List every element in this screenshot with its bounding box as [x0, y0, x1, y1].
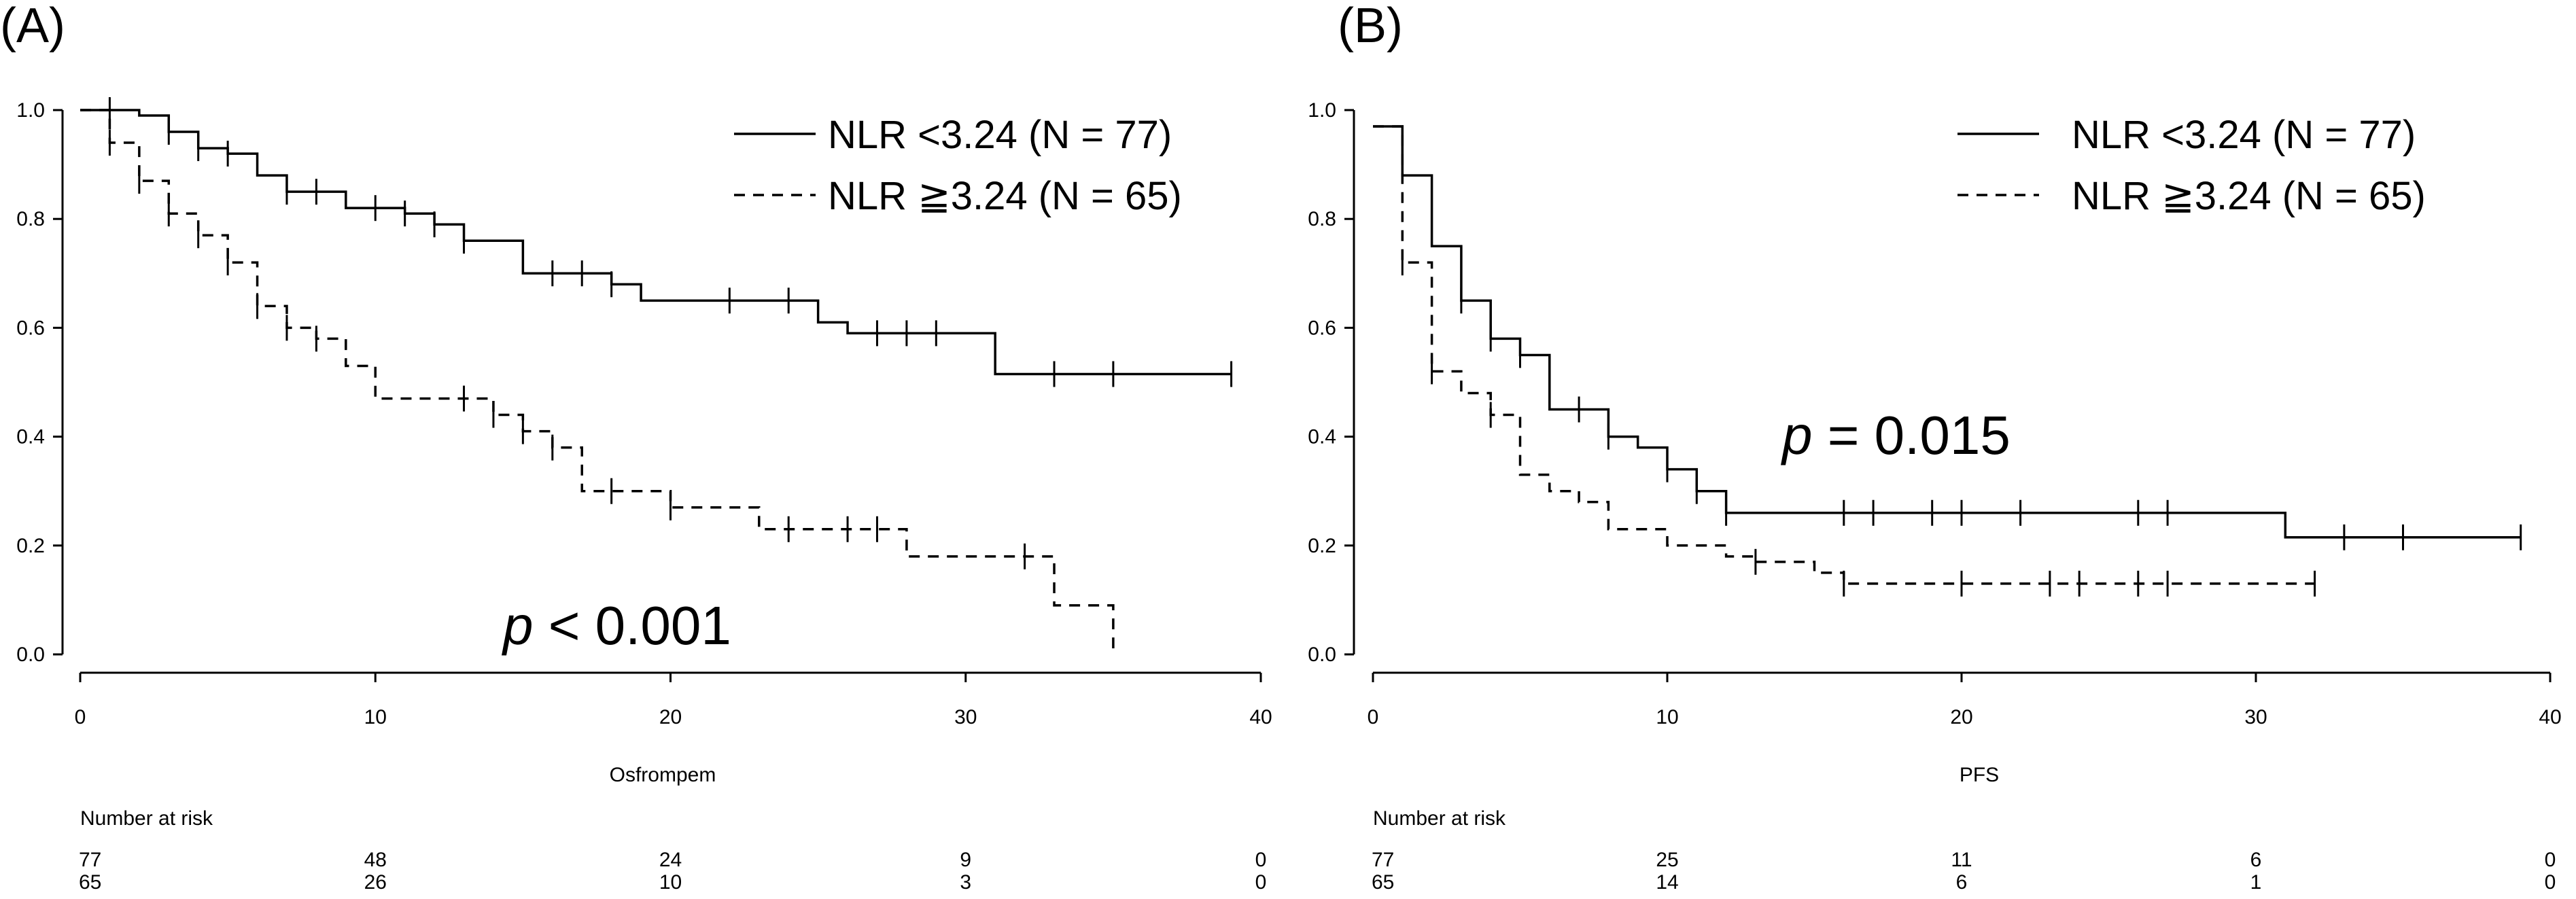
risk-value: 9	[960, 849, 971, 871]
risk-value: 77	[79, 849, 101, 871]
x-tick-label: 20	[1950, 706, 1972, 728]
risk-value: 0	[1255, 849, 1267, 871]
x-tick-label: 10	[364, 706, 387, 728]
x-tick-label: 20	[659, 706, 682, 728]
risk-value: 3	[960, 871, 971, 894]
risk-value: 10	[659, 871, 682, 894]
x-tick-label: 30	[954, 706, 977, 728]
y-tick-label: 0.2	[1308, 535, 1336, 557]
p-value: p < 0.001	[502, 595, 731, 656]
y-tick-label: 1.0	[1308, 99, 1336, 122]
x-tick-label: 10	[1656, 706, 1678, 728]
p-value-text: = 0.015	[1813, 405, 2011, 465]
y-tick-label: 0.4	[1308, 426, 1336, 448]
x-axis-title: PFS	[1960, 764, 1999, 786]
y-tick-label: 0.8	[1308, 208, 1336, 230]
risk-value: 11	[1951, 849, 1972, 871]
risk-value: 24	[659, 849, 682, 871]
panel-label: (A)	[0, 0, 65, 53]
x-tick-label: 0	[1368, 706, 1379, 728]
p-value: p = 0.015	[1781, 405, 2011, 465]
legend-label-dashed: NLR ≧3.24 (N = 65)	[828, 174, 1182, 218]
risk-value: 0	[2545, 871, 2556, 894]
x-tick-label: 40	[2539, 706, 2561, 728]
risk-value: 65	[1372, 871, 1394, 894]
risk-value: 26	[364, 871, 387, 894]
risk-value: 0	[2545, 849, 2556, 871]
y-tick-label: 0.8	[16, 208, 45, 230]
risk-value: 48	[364, 849, 387, 871]
y-tick-label: 0.6	[1308, 317, 1336, 339]
km-curve-dashed	[1373, 125, 2315, 585]
risk-table-title: Number at risk	[80, 807, 213, 830]
legend: NLR <3.24 (N = 77) NLR ≧3.24 (N = 65)	[734, 113, 1182, 218]
panel-label: (B)	[1338, 0, 1403, 53]
y-tick-label: 0.0	[16, 644, 45, 666]
risk-value: 1	[2250, 871, 2262, 894]
y-tick-label: 0.2	[16, 535, 45, 557]
risk-value: 14	[1656, 871, 1678, 894]
legend-label-solid: NLR <3.24 (N = 77)	[2072, 113, 2416, 157]
p-value-text: < 0.001	[534, 595, 731, 656]
x-axis-title: Osfrompem	[610, 764, 716, 786]
y-tick-label: 0.6	[16, 317, 45, 339]
risk-value: 6	[2250, 849, 2262, 871]
risk-value: 25	[1656, 849, 1678, 871]
panel-b: (B) 0 10 20 30 400.00.20.40.60.81.0 NLR <3.2…	[1308, 0, 2561, 894]
p-symbol: p	[502, 595, 534, 656]
p-symbol: p	[1781, 405, 1813, 465]
risk-value: 0	[1255, 871, 1267, 894]
legend: NLR <3.24 (N = 77) NLR ≧3.24 (N = 65)	[1957, 113, 2426, 218]
legend-label-dashed: NLR ≧3.24 (N = 65)	[2072, 174, 2426, 218]
risk-value: 6	[1956, 871, 1968, 894]
panel-a: (A) 0 10 20 30 400.00.20.40.60.81.0 NLR <3.2…	[0, 0, 1272, 894]
y-tick-label: 0.0	[1308, 644, 1336, 666]
x-tick-label: 30	[2244, 706, 2267, 728]
legend-label-solid: NLR <3.24 (N = 77)	[828, 113, 1172, 157]
risk-value: 65	[79, 871, 101, 894]
x-tick-label: 0	[75, 706, 86, 728]
risk-value: 77	[1372, 849, 1394, 871]
x-tick-label: 40	[1249, 706, 1272, 728]
risk-table-title: Number at risk	[1373, 807, 1506, 830]
y-tick-label: 1.0	[16, 99, 45, 122]
y-tick-label: 0.4	[16, 426, 45, 448]
km-curve-dashed	[80, 109, 1115, 654]
